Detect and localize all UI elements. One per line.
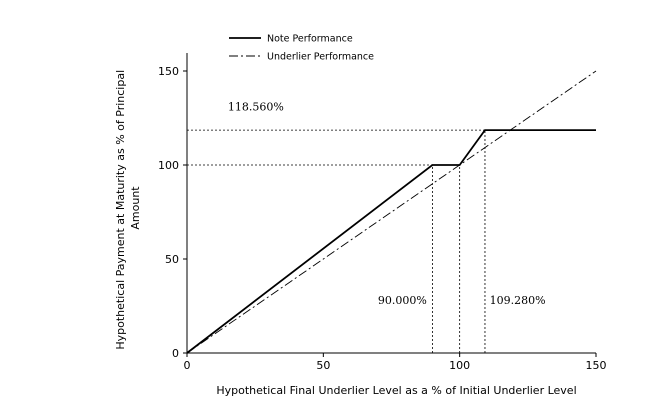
x-tick-label: 50 xyxy=(316,359,330,372)
y-tick-label: 50 xyxy=(165,253,179,266)
y-axis-title-line-1: Hypothetical Payment at Maturity as % of… xyxy=(114,70,127,350)
y-axis-title-line-2: Amount xyxy=(129,186,142,230)
annotation-label: 90.000% xyxy=(378,294,427,307)
series-line-note-performance xyxy=(186,129,596,354)
annotation-label: 109.280% xyxy=(490,294,546,307)
ticks: 0 50 100 150 0 50 100 150 xyxy=(158,65,607,372)
y-tick-label: 0 xyxy=(172,347,179,360)
y-tick-label: 150 xyxy=(158,65,179,78)
y-axis-title: Hypothetical Payment at Maturity as % of… xyxy=(114,66,142,349)
legend: Note Performance Underlier Performance xyxy=(229,34,374,63)
legend-label: Underlier Performance xyxy=(267,52,374,63)
series-line-underlier-performance xyxy=(186,70,597,354)
reference-lines xyxy=(187,129,486,353)
x-tick-label: 0 xyxy=(184,359,191,372)
annotations: 118.560% 90.000% 109.280% xyxy=(228,100,546,307)
annotation-label: 118.560% xyxy=(228,100,284,113)
x-tick-label: 100 xyxy=(449,359,470,372)
x-axis-title: Hypothetical Final Underlier Level as a … xyxy=(216,384,576,397)
x-tick-label: 150 xyxy=(586,359,607,372)
y-tick-label: 100 xyxy=(158,159,179,172)
axes xyxy=(186,53,596,354)
legend-label: Note Performance xyxy=(267,34,353,45)
series-lines xyxy=(186,70,597,354)
